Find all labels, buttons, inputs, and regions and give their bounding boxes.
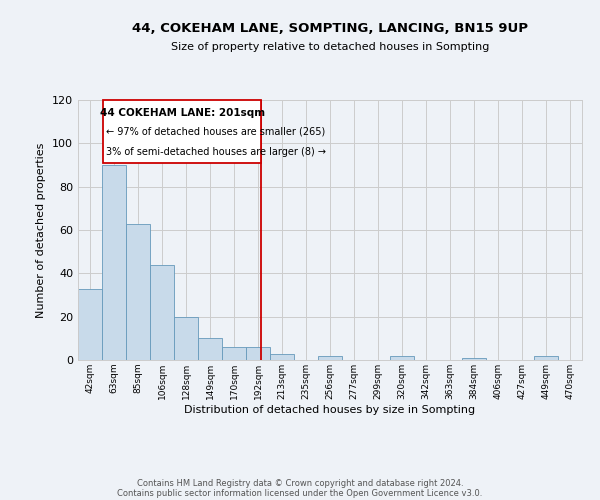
X-axis label: Distribution of detached houses by size in Sompting: Distribution of detached houses by size … (184, 404, 476, 414)
Bar (534, 356, 558, 360)
Text: 3% of semi-detached houses are larger (8) →: 3% of semi-detached houses are larger (8… (106, 146, 326, 156)
Text: Size of property relative to detached houses in Sompting: Size of property relative to detached ho… (171, 42, 489, 52)
Text: 44, COKEHAM LANE, SOMPTING, LANCING, BN15 9UP: 44, COKEHAM LANE, SOMPTING, LANCING, BN1… (132, 22, 528, 36)
Bar (198, 338, 222, 360)
Bar (318, 356, 342, 360)
Bar (102, 165, 126, 360)
Bar (390, 356, 414, 360)
Text: ← 97% of detached houses are smaller (265): ← 97% of detached houses are smaller (26… (106, 126, 325, 136)
Text: Contains HM Land Registry data © Crown copyright and database right 2024.: Contains HM Land Registry data © Crown c… (137, 478, 463, 488)
Bar (78, 288, 102, 360)
Bar (462, 358, 486, 360)
FancyBboxPatch shape (103, 100, 262, 163)
Bar (126, 224, 150, 360)
Bar (222, 347, 246, 360)
Text: 44 COKEHAM LANE: 201sqm: 44 COKEHAM LANE: 201sqm (100, 108, 265, 118)
Bar (150, 264, 174, 360)
Text: Contains public sector information licensed under the Open Government Licence v3: Contains public sector information licen… (118, 488, 482, 498)
Bar (174, 316, 198, 360)
Bar (246, 347, 270, 360)
Y-axis label: Number of detached properties: Number of detached properties (37, 142, 46, 318)
Bar (270, 354, 294, 360)
